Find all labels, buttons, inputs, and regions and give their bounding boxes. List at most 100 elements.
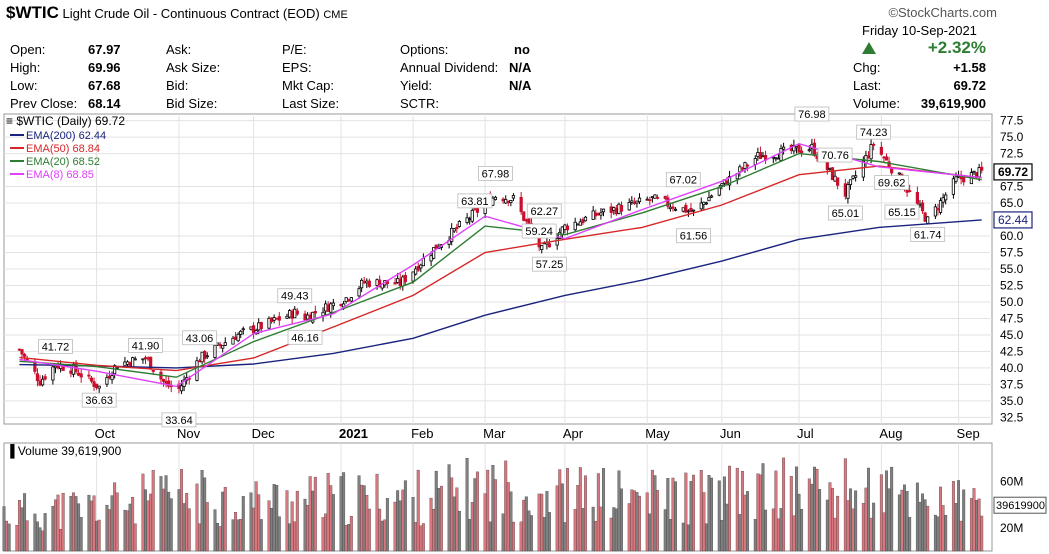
volume-bar <box>620 488 623 552</box>
candle-body <box>20 349 24 355</box>
volume-bar <box>169 498 173 552</box>
y-tick-label: 42.5 <box>1000 344 1024 358</box>
volume-bar <box>185 492 189 552</box>
candle-body <box>596 213 600 216</box>
last-price-tag-box <box>993 163 1033 181</box>
stat-label-eps: EPS: <box>282 60 312 75</box>
volume-bar <box>969 498 973 552</box>
volume-bar <box>77 503 81 552</box>
volume-bar <box>267 500 271 552</box>
candle-body <box>161 378 166 382</box>
candle-body <box>944 194 948 201</box>
stat-value-yield: N/A <box>509 78 532 93</box>
candle-body <box>290 310 294 319</box>
price-label-box <box>457 193 493 209</box>
volume-bar <box>182 503 186 552</box>
candle-body <box>331 302 335 307</box>
quote-label-volume: Volume: <box>853 96 900 111</box>
volume-bar <box>635 492 639 552</box>
candle-body <box>306 314 310 320</box>
candle-body <box>362 281 366 284</box>
volume-bar <box>375 473 379 552</box>
volume-bar <box>95 520 99 552</box>
candle-body <box>432 247 436 259</box>
candle-body <box>776 157 781 160</box>
volume-bar <box>869 517 873 552</box>
volume-bar <box>921 493 924 552</box>
legend-label-ema50: EMA(50) 68.84 <box>26 143 100 155</box>
volume-bar <box>648 513 652 552</box>
candle-body <box>233 336 238 340</box>
candle-body <box>619 204 624 212</box>
volume-bar <box>609 517 613 552</box>
y-tick-label: 72.5 <box>1000 147 1024 161</box>
volume-bar <box>864 487 868 552</box>
volume-bar <box>493 479 497 552</box>
volume-bar <box>671 477 675 552</box>
volume-bar <box>939 486 942 552</box>
volume-bar <box>234 512 238 552</box>
candle-body <box>110 375 114 381</box>
volume-bar <box>429 497 433 552</box>
volume-bar <box>681 522 685 552</box>
ema8-line <box>19 142 982 388</box>
volume-bar <box>926 505 930 552</box>
candle-body <box>653 194 657 199</box>
volume-bar <box>686 524 690 552</box>
stat-label-bid-size: Bid Size: <box>166 96 218 111</box>
volume-bar <box>684 472 688 552</box>
stat-value-options: no <box>514 42 530 57</box>
price-label: 76.98 <box>798 109 826 121</box>
price-label-box <box>521 223 557 239</box>
candle-body <box>864 154 868 164</box>
volume-bar <box>782 457 786 552</box>
volume-bar <box>818 489 822 552</box>
stat-label-open: Open: <box>10 42 46 57</box>
volume-bar <box>833 517 837 552</box>
volume-bar <box>674 481 677 552</box>
volume-bar <box>576 485 580 552</box>
y-tick-label: 55.0 <box>1000 262 1024 276</box>
candle-body <box>97 385 101 389</box>
candle-body <box>365 280 369 284</box>
price-label: 63.81 <box>461 196 489 208</box>
legend-label-ema200: EMA(200) 62.44 <box>26 130 106 142</box>
price-label-box <box>817 147 853 163</box>
candle-body <box>470 210 474 222</box>
volume-bar <box>735 467 739 552</box>
candle-body <box>797 144 801 153</box>
volume-bar <box>537 493 541 552</box>
candle-body <box>645 198 649 201</box>
volume-bar <box>944 514 948 552</box>
volume-bar <box>259 519 263 552</box>
x-tick-label: Jul <box>797 426 814 441</box>
candle-body <box>650 196 654 199</box>
candle-body <box>239 330 243 335</box>
volume-bar <box>849 488 852 552</box>
volume-bar <box>632 490 636 552</box>
candle-body <box>141 358 145 361</box>
volume-bar <box>131 497 135 552</box>
volume-bar <box>653 475 657 552</box>
volume-bar <box>92 495 96 552</box>
volume-bar <box>59 529 63 552</box>
candle-body <box>609 206 613 213</box>
candle-body <box>393 282 397 285</box>
volume-bar <box>108 509 111 552</box>
price-label: 65.15 <box>888 207 916 219</box>
candle-body <box>614 208 618 215</box>
volume-bar <box>239 518 243 552</box>
volume-bar <box>900 489 904 552</box>
volume-bar <box>128 503 132 552</box>
volume-bar <box>815 468 819 552</box>
candle-body <box>128 362 132 367</box>
candle-body <box>416 266 420 271</box>
candle-body <box>115 367 119 369</box>
y-tick-label: 77.5 <box>1000 114 1024 128</box>
candle-body <box>275 317 279 320</box>
brand-logo[interactable]: ©StockCharts.com <box>888 5 997 20</box>
volume-bar <box>704 523 708 552</box>
candle-body <box>591 210 595 220</box>
volume-bar <box>15 525 19 552</box>
